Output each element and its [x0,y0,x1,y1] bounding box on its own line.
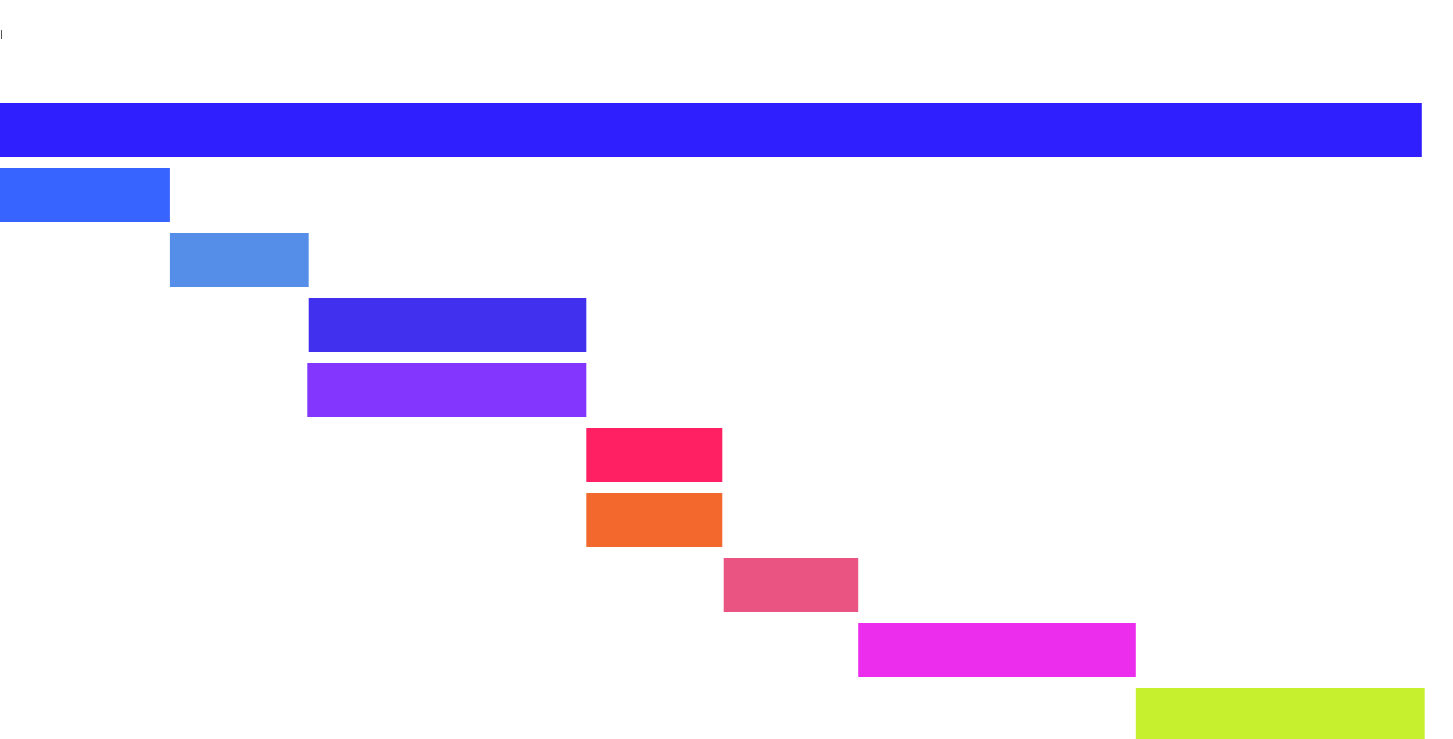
gantt-bar-7 [586,493,723,547]
gantt-bar-6 [586,428,723,482]
gantt-bar-1 [0,103,1422,157]
gantt-bar-4 [308,298,587,352]
gantt-bar-5 [307,363,587,417]
gantt-bar-8 [723,558,859,612]
gantt-bar-9 [858,623,1136,677]
text-cursor-mark [1,30,2,39]
gantt-bar-3 [169,233,309,287]
gantt-bar-10 [1135,688,1425,739]
gantt-bar-2 [0,168,170,222]
